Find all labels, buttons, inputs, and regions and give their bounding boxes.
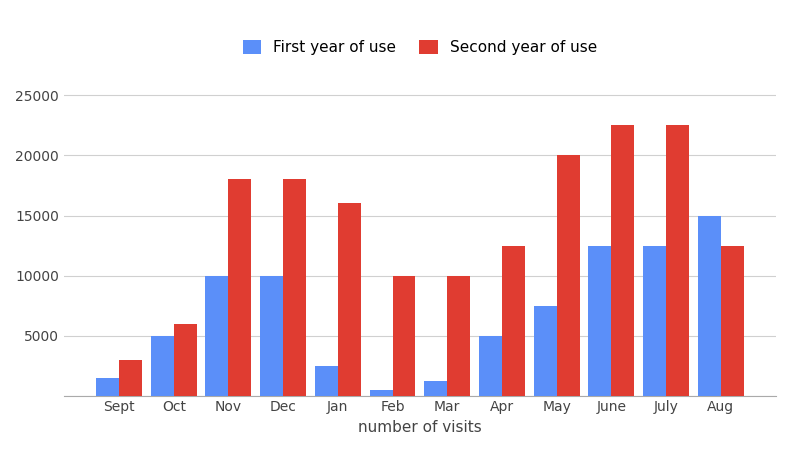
Bar [479,336,502,396]
Bar [260,275,283,396]
Bar [283,180,306,396]
Bar [424,381,447,396]
Bar [229,180,252,396]
Bar [369,390,392,396]
Bar [698,216,721,396]
Bar [502,246,525,396]
Bar [174,324,197,396]
Bar [392,275,415,396]
Bar [643,246,666,396]
Bar [206,275,229,396]
Bar [534,306,557,396]
Bar [666,126,689,396]
Bar [315,365,338,396]
Bar [557,156,580,396]
Bar [151,336,174,396]
Bar [338,203,361,396]
Legend: First year of use, Second year of use: First year of use, Second year of use [243,40,597,55]
Bar [119,360,142,396]
Bar [589,246,611,396]
Bar [721,246,744,396]
Bar [611,126,634,396]
X-axis label: number of visits: number of visits [358,420,482,435]
Bar [447,275,470,396]
Bar [97,378,119,396]
